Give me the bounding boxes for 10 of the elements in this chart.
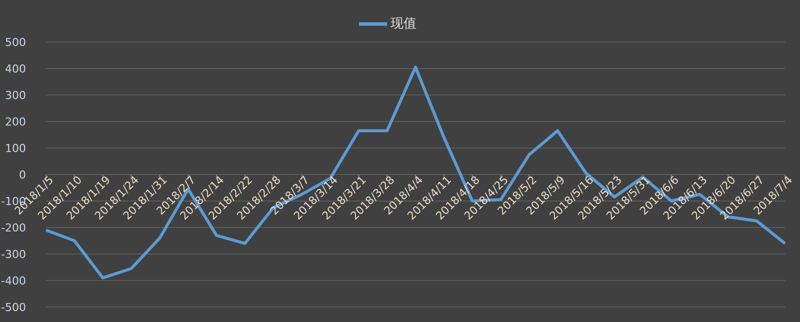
y-tick-label: -400 xyxy=(1,274,26,288)
y-tick-label: -500 xyxy=(1,300,26,314)
y-tick-label: 200 xyxy=(5,115,26,128)
legend-label: 现值 xyxy=(390,16,416,32)
y-tick-label: -300 xyxy=(1,248,26,261)
y-tick-label: 300 xyxy=(5,88,26,102)
y-tick-label: 400 xyxy=(5,62,26,76)
y-tick-label: 100 xyxy=(5,142,26,155)
y-tick-label: -200 xyxy=(1,221,26,234)
y-tick-label: 500 xyxy=(5,36,26,49)
